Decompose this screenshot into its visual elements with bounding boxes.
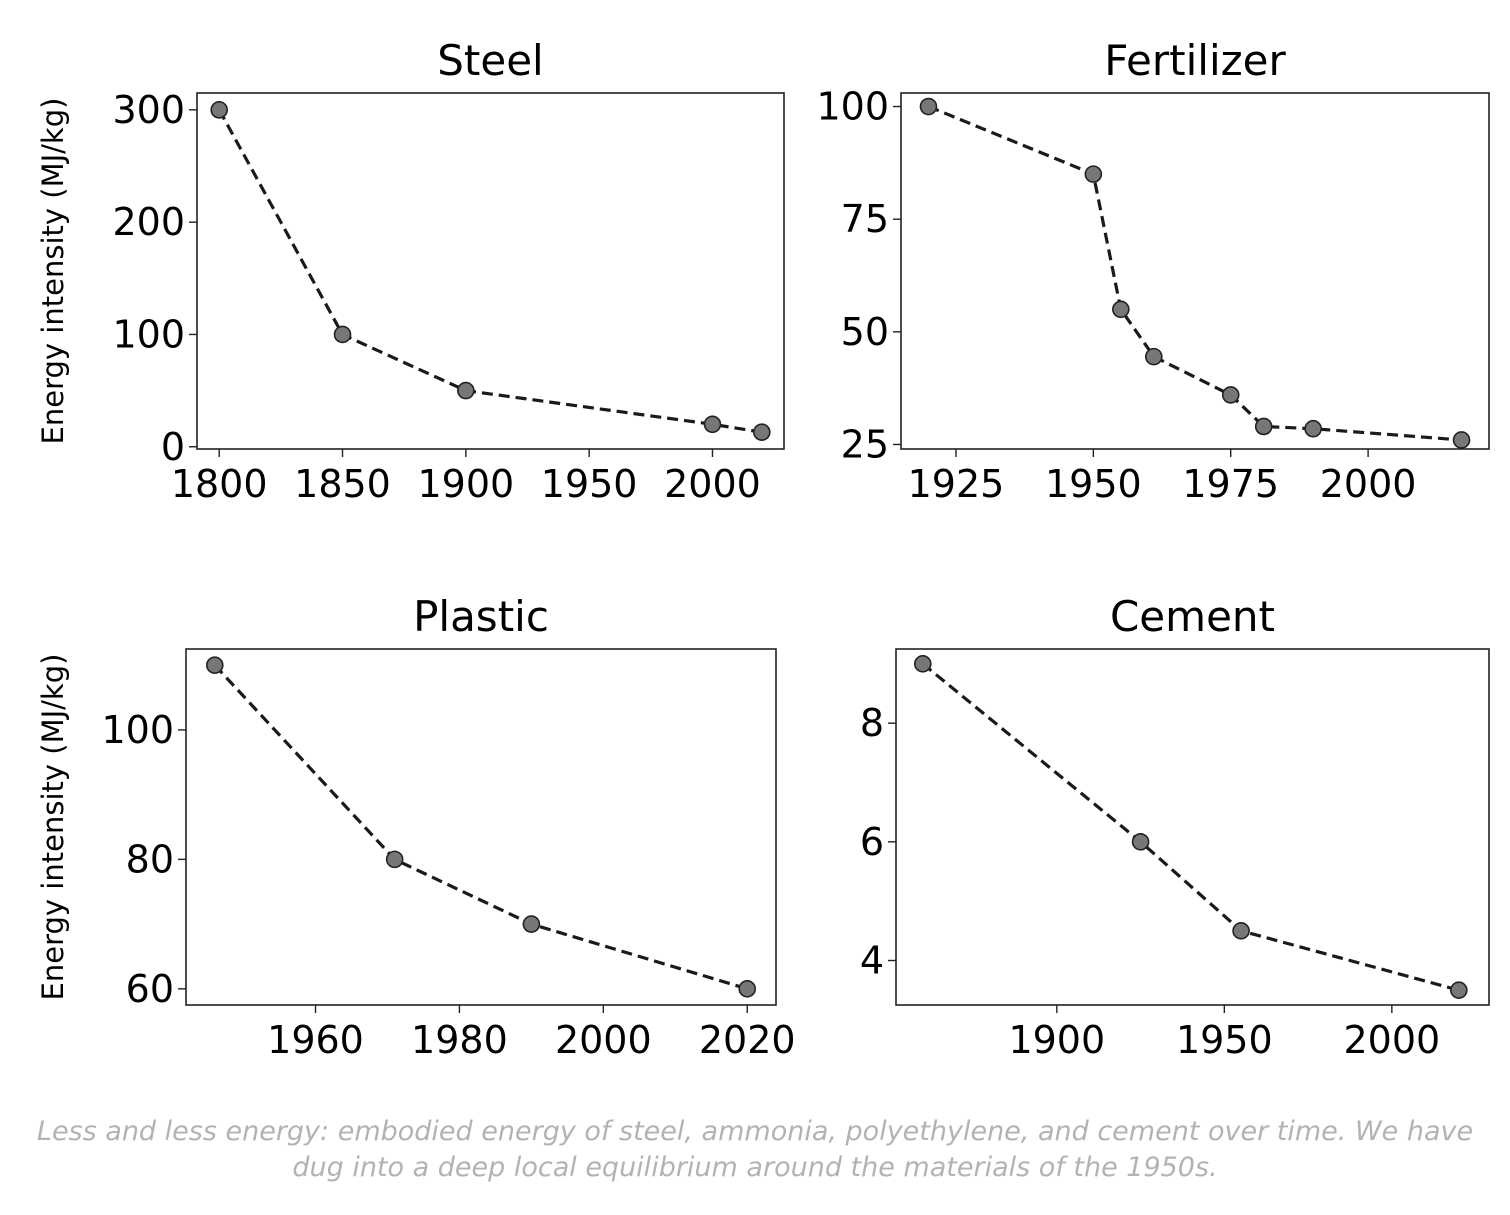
x-tick-label: 2000 <box>1343 1018 1440 1062</box>
y-tick-label: 60 <box>126 967 174 1011</box>
caption-line-1: Less and less energy: embodied energy of… <box>36 1116 1474 1147</box>
chart-panel-cement: Cement 1900 1950 2000 4 6 8 <box>860 592 1490 1062</box>
x-tick-label: 1850 <box>294 462 391 506</box>
x-tick-label: 2000 <box>1320 462 1417 506</box>
figure-caption: Less and less energy: embodied energy of… <box>0 1114 1510 1186</box>
data-point <box>753 423 771 441</box>
y-tick-label: 100 <box>101 708 174 752</box>
y-tick-label: 4 <box>860 939 884 983</box>
chart-panel-steel: Steel 1800 1850 1900 1950 2000 0 100 200 300 Energ… <box>36 36 785 506</box>
data-point <box>1144 347 1163 366</box>
plot-frame <box>196 92 785 450</box>
data-point <box>703 415 722 434</box>
data-point <box>333 325 352 344</box>
caption-line-2: dug into a deep local equilibrium around… <box>292 1152 1218 1183</box>
x-tick-label: 1925 <box>908 462 1005 506</box>
y-tick-label: 100 <box>816 85 889 129</box>
data-point <box>919 97 938 116</box>
data-point <box>457 381 475 400</box>
plot-frame <box>895 648 1490 1006</box>
data-point <box>205 656 224 674</box>
data-point <box>1254 417 1273 436</box>
data-point <box>1452 431 1471 449</box>
data-point <box>1450 981 1468 999</box>
data-point <box>1221 386 1240 404</box>
x-tick-label: 1980 <box>411 1018 508 1062</box>
y-tick-label: 25 <box>841 422 889 466</box>
data-point <box>522 915 541 933</box>
y-tick-label: 50 <box>841 310 889 354</box>
y-tick-label: 200 <box>112 200 185 244</box>
data-point <box>1304 419 1322 438</box>
plot-frame <box>185 648 777 1006</box>
x-tick-label: 1950 <box>1045 462 1142 506</box>
x-tick-label: 1950 <box>1176 1018 1273 1062</box>
y-axis-label: Energy intensity (MJ/kg) <box>36 98 70 445</box>
data-point <box>210 101 228 119</box>
x-tick-label: 2000 <box>555 1018 652 1062</box>
x-tick-label: 1975 <box>1182 462 1279 506</box>
data-point <box>914 655 932 673</box>
x-tick-label: 1960 <box>267 1018 364 1062</box>
chart-title: Fertilizer <box>1104 36 1286 85</box>
chart-title: Plastic <box>413 592 549 641</box>
figure-canvas: Steel 1800 1850 1900 1950 2000 0 100 200 300 Energ… <box>36 36 1490 1062</box>
data-point <box>1131 833 1150 851</box>
series-line <box>921 662 1460 992</box>
y-tick-label: 100 <box>112 312 185 356</box>
x-tick-label: 2020 <box>699 1018 796 1062</box>
data-point <box>738 980 757 998</box>
series-line <box>213 664 748 991</box>
x-tick-label: 1900 <box>417 462 514 506</box>
chart-title: Steel <box>437 36 543 85</box>
y-tick-label: 0 <box>161 425 185 469</box>
x-tick-label: 1800 <box>171 462 268 506</box>
data-point <box>1232 922 1250 940</box>
y-tick-label: 6 <box>860 820 884 864</box>
x-tick-label: 1900 <box>1008 1018 1105 1062</box>
data-point <box>1084 165 1103 183</box>
chart-title: Cement <box>1110 592 1275 641</box>
y-tick-label: 75 <box>841 197 889 241</box>
series-line <box>927 105 1462 442</box>
x-tick-label: 2000 <box>664 462 761 506</box>
y-tick-label: 80 <box>126 837 174 881</box>
chart-panel-fertilizer: Fertilizer 1925 1950 1975 2000 25 50 75 100 <box>816 36 1490 506</box>
y-axis-label: Energy intensity (MJ/kg) <box>36 654 70 1001</box>
plot-frame <box>900 92 1490 450</box>
y-tick-label: 8 <box>860 701 884 745</box>
chart-panel-plastic: Plastic 1960 1980 2000 2020 60 80 100 Energy int… <box>36 592 796 1062</box>
x-tick-label: 1950 <box>541 462 638 506</box>
data-point <box>385 850 404 869</box>
data-point <box>1112 300 1130 319</box>
y-tick-label: 300 <box>112 88 185 132</box>
series-line <box>217 109 763 434</box>
